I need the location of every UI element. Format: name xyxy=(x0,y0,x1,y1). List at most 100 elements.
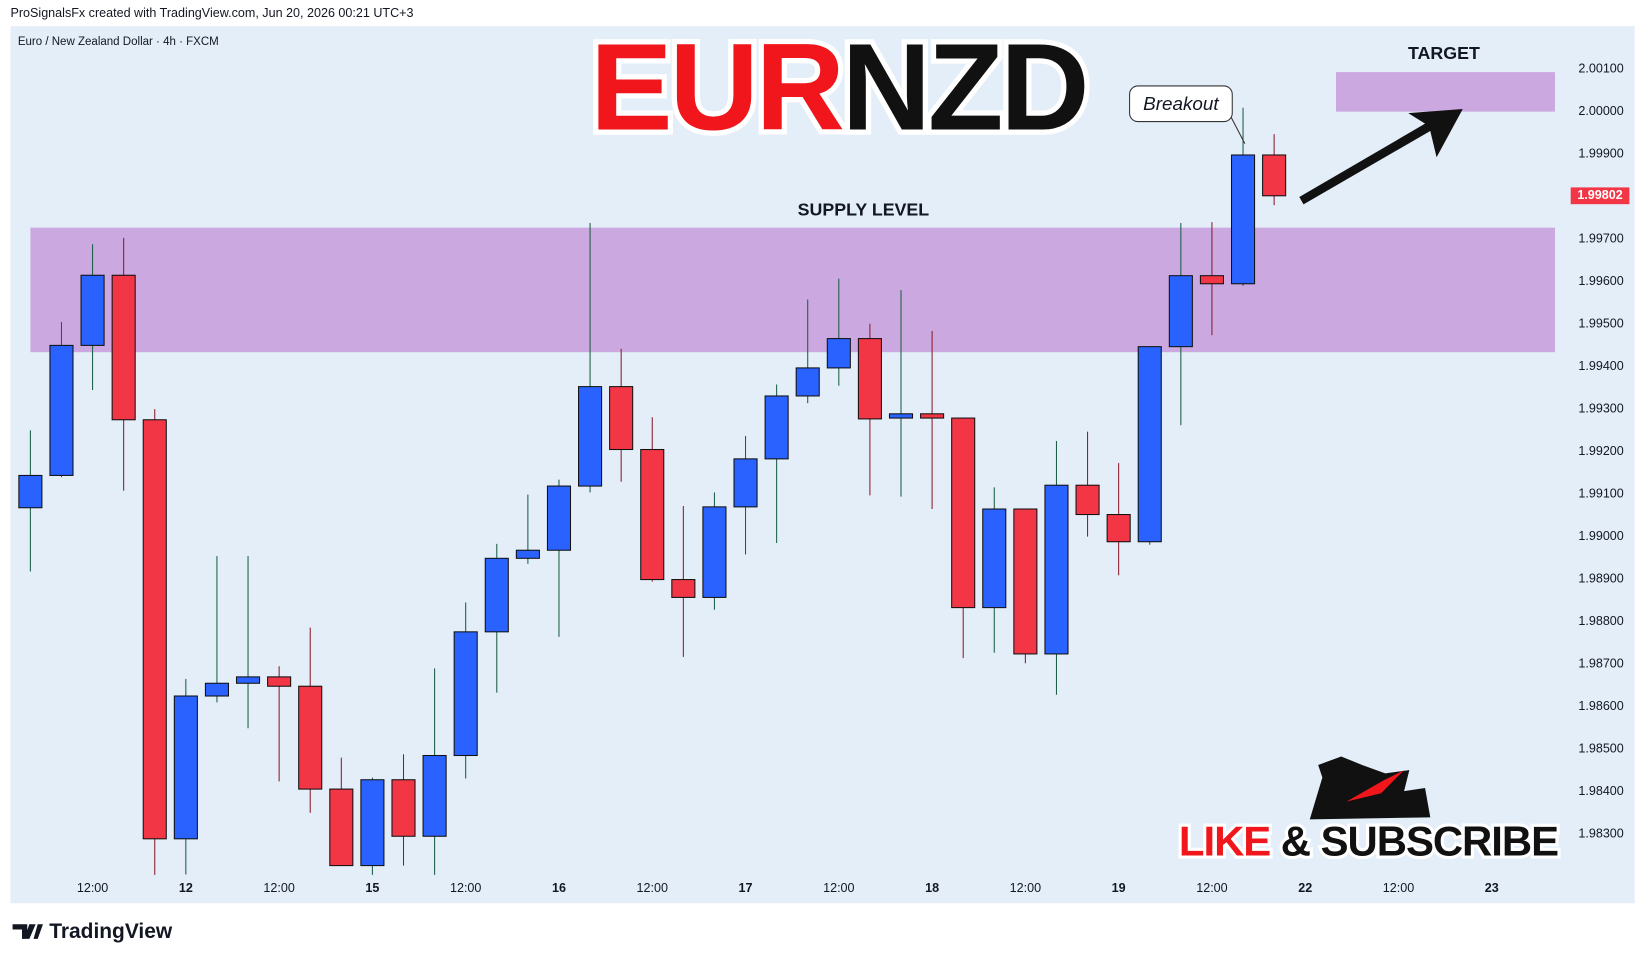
candle-body xyxy=(422,754,447,837)
logo-icon xyxy=(12,924,43,939)
candle-body xyxy=(578,386,603,487)
candle-body xyxy=(857,338,882,420)
candle-body xyxy=(267,676,292,687)
x-tick-label: 18 xyxy=(925,881,939,895)
x-tick-label: 12:00 xyxy=(823,881,854,895)
big-title: EURNZD xyxy=(590,18,1086,156)
zone xyxy=(30,227,1555,353)
x-tick-label: 12:00 xyxy=(1196,881,1227,895)
y-tick-label: 1.98800 xyxy=(1578,614,1623,628)
y-tick-label: 1.99900 xyxy=(1578,146,1623,160)
x-tick-label: 16 xyxy=(552,881,566,895)
x-tick-label: 12:00 xyxy=(1383,881,1414,895)
y-tick-label: 2.00100 xyxy=(1578,61,1623,75)
x-tick-label: 12:00 xyxy=(77,881,108,895)
candle-body xyxy=(360,779,385,867)
candle-body xyxy=(702,506,727,598)
candle-body xyxy=(204,682,229,697)
candle-body xyxy=(173,695,198,840)
chart-background xyxy=(10,26,1635,904)
candle-body xyxy=(1262,154,1287,197)
callout-text: Breakout xyxy=(1143,93,1219,114)
candle-body xyxy=(235,676,261,684)
y-tick-label: 1.98700 xyxy=(1578,656,1623,670)
y-tick-label: 1.99700 xyxy=(1578,231,1623,245)
x-tick-label: 22 xyxy=(1298,881,1312,895)
y-tick-label: 1.98400 xyxy=(1578,784,1623,798)
candle-body xyxy=(609,386,634,451)
candle-body xyxy=(484,557,509,633)
callout-pointer xyxy=(1230,117,1246,144)
logo-text: TradingView xyxy=(49,920,173,943)
icon-arrow xyxy=(1346,770,1405,802)
cta: LIKE & SUBSCRIBE xyxy=(1179,818,1558,865)
target-arrow xyxy=(1299,108,1463,205)
candle-body xyxy=(1106,514,1131,543)
x-tick-label: 12:00 xyxy=(1010,881,1041,895)
candle-body xyxy=(18,474,43,509)
y-tick-label: 1.98900 xyxy=(1578,571,1623,585)
candle-body xyxy=(1168,275,1193,348)
x-tick-label: 15 xyxy=(365,881,379,895)
y-tick-label: 1.99200 xyxy=(1578,444,1623,458)
y-tick-label: 1.99500 xyxy=(1578,316,1623,330)
y-tick-label: 1.98600 xyxy=(1578,699,1623,713)
x-tick-label: 12:00 xyxy=(263,881,294,895)
symbol-label: Euro / New Zealand Dollar · 4h · FXCM xyxy=(18,36,219,48)
x-tick-label: 12:00 xyxy=(450,881,481,895)
x-tick-label: 23 xyxy=(1485,881,1499,895)
last-price-label: 1.99802 xyxy=(1577,188,1622,202)
x-tick-label: 12:00 xyxy=(637,881,668,895)
candle-body xyxy=(1013,508,1038,655)
cta-part: & SUBSCRIBE xyxy=(1281,818,1558,865)
cta-part: LIKE xyxy=(1179,818,1270,865)
candle-body xyxy=(298,685,323,790)
candle-body xyxy=(920,413,945,419)
zone-label: TARGET xyxy=(1408,43,1480,63)
y-tick-label: 2.00000 xyxy=(1578,104,1623,118)
candle-body xyxy=(951,417,976,609)
candle-body xyxy=(453,631,478,757)
callout-box xyxy=(1129,85,1233,123)
candle-body xyxy=(111,274,136,421)
candle-body xyxy=(1199,275,1224,285)
title-part: NZD xyxy=(842,18,1087,156)
candle-body xyxy=(764,395,789,460)
candle-body xyxy=(733,458,758,508)
y-tick-label: 1.98300 xyxy=(1578,826,1623,840)
candle-body xyxy=(329,788,354,867)
y-tick-label: 1.99000 xyxy=(1578,529,1623,543)
candle-body xyxy=(1044,484,1069,655)
y-tick-label: 1.99300 xyxy=(1578,401,1623,415)
candle-body xyxy=(671,579,696,598)
candle-body xyxy=(1075,484,1100,516)
y-tick-label: 1.99100 xyxy=(1578,486,1623,500)
x-tick-label: 12 xyxy=(179,881,193,895)
candle-body xyxy=(795,367,820,397)
candle-body xyxy=(515,549,540,559)
candle-body xyxy=(1137,346,1162,543)
candle-body xyxy=(826,338,851,369)
zone-label: SUPPLY LEVEL xyxy=(798,200,930,220)
last-price-tag xyxy=(1570,187,1630,205)
title-part: EUR xyxy=(590,18,842,156)
candle-body xyxy=(982,508,1007,609)
candle-body xyxy=(1230,154,1256,285)
candle-body xyxy=(640,448,665,581)
x-tick-label: 19 xyxy=(1112,881,1126,895)
candle-body xyxy=(391,779,416,837)
zone xyxy=(1335,72,1555,112)
candle-body xyxy=(49,344,74,476)
candle-body xyxy=(80,274,105,346)
candle-body xyxy=(142,419,167,840)
candle-body xyxy=(888,413,914,419)
y-tick-label: 1.99400 xyxy=(1578,359,1623,373)
candle-body xyxy=(546,485,572,551)
plot: SUPPLY LEVEL TARGET 1.98300 1.98400 1.98500 1… xyxy=(18,43,1630,895)
x-tick-label: 17 xyxy=(739,881,753,895)
header: ProSignalsFx created with TradingView.co… xyxy=(10,6,413,20)
y-tick-label: 1.98500 xyxy=(1578,741,1623,755)
y-tick-label: 1.99600 xyxy=(1578,274,1623,288)
